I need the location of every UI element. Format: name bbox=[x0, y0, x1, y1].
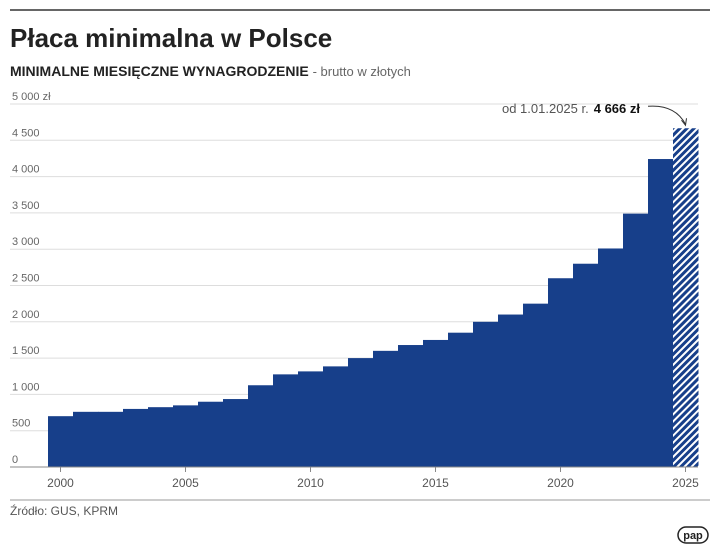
y-tick-label: 4 000 bbox=[12, 164, 40, 176]
bar bbox=[623, 213, 649, 467]
bar bbox=[498, 314, 524, 467]
bar bbox=[423, 339, 449, 467]
bar bbox=[123, 408, 149, 467]
source: Źródło: GUS, KPRM bbox=[10, 503, 118, 518]
y-tick-label: 3 000 bbox=[12, 236, 40, 248]
x-tick-label: 2000 bbox=[47, 476, 74, 490]
bar bbox=[173, 405, 199, 467]
annotation-date: od 1.01.2025 r. bbox=[502, 101, 589, 116]
bar bbox=[398, 345, 424, 467]
logo: pap bbox=[683, 530, 703, 542]
bar bbox=[448, 332, 474, 467]
subtitle-rest: - brutto w złotych bbox=[313, 64, 411, 79]
y-tick-label: 2 000 bbox=[12, 309, 40, 321]
bar bbox=[148, 407, 174, 467]
arrow-head bbox=[681, 118, 687, 127]
x-tick-label: 2025 bbox=[672, 476, 699, 490]
y-tick-label: 3 500 bbox=[12, 200, 40, 212]
logo-box bbox=[677, 526, 709, 544]
bar bbox=[548, 278, 574, 467]
bar bbox=[348, 358, 374, 467]
y-tick-label: 2 500 bbox=[12, 273, 40, 285]
annotation: od 1.01.2025 r. 4 666 zł bbox=[502, 101, 640, 116]
bar bbox=[598, 248, 624, 467]
x-tick-label: 2015 bbox=[422, 476, 449, 490]
bar bbox=[673, 128, 699, 467]
bar bbox=[223, 399, 249, 467]
annotation-value: 4 666 zł bbox=[594, 101, 641, 116]
y-tick-label: 0 bbox=[12, 454, 18, 466]
bar bbox=[48, 416, 74, 467]
x-tick-label: 2005 bbox=[172, 476, 199, 490]
x-tick-label: 2010 bbox=[297, 476, 324, 490]
plot: 0 500 1 000 1 500 2 000 2 500 3 000 3 500 4 000 4… bbox=[10, 91, 699, 490]
y-tick-label: 5 000 zł bbox=[12, 91, 51, 103]
bar bbox=[73, 411, 99, 467]
bar bbox=[523, 303, 549, 467]
x-tick-label: 2020 bbox=[547, 476, 574, 490]
bar bbox=[473, 321, 499, 467]
y-tick-label: 500 bbox=[12, 418, 30, 430]
y-tick-label: 1 500 bbox=[12, 345, 40, 357]
bar bbox=[298, 371, 324, 467]
bar bbox=[323, 366, 349, 467]
bar bbox=[198, 401, 224, 467]
y-tick-label: 4 500 bbox=[12, 127, 40, 139]
bar bbox=[373, 350, 399, 467]
chart-title: Płaca minimalna w Polsce bbox=[10, 23, 332, 53]
subtitle: MINIMALNE MIESIĘCZNE WYNAGRODZENIE - bru… bbox=[10, 63, 411, 79]
subtitle-bold: MINIMALNE MIESIĘCZNE WYNAGRODZENIE bbox=[10, 63, 309, 79]
bar bbox=[648, 159, 674, 467]
bar bbox=[273, 374, 299, 467]
y-tick-label: 1 000 bbox=[12, 381, 40, 393]
bar bbox=[573, 263, 599, 467]
bar bbox=[248, 385, 274, 467]
annotation-arrow bbox=[647, 105, 686, 125]
bar bbox=[98, 411, 124, 467]
